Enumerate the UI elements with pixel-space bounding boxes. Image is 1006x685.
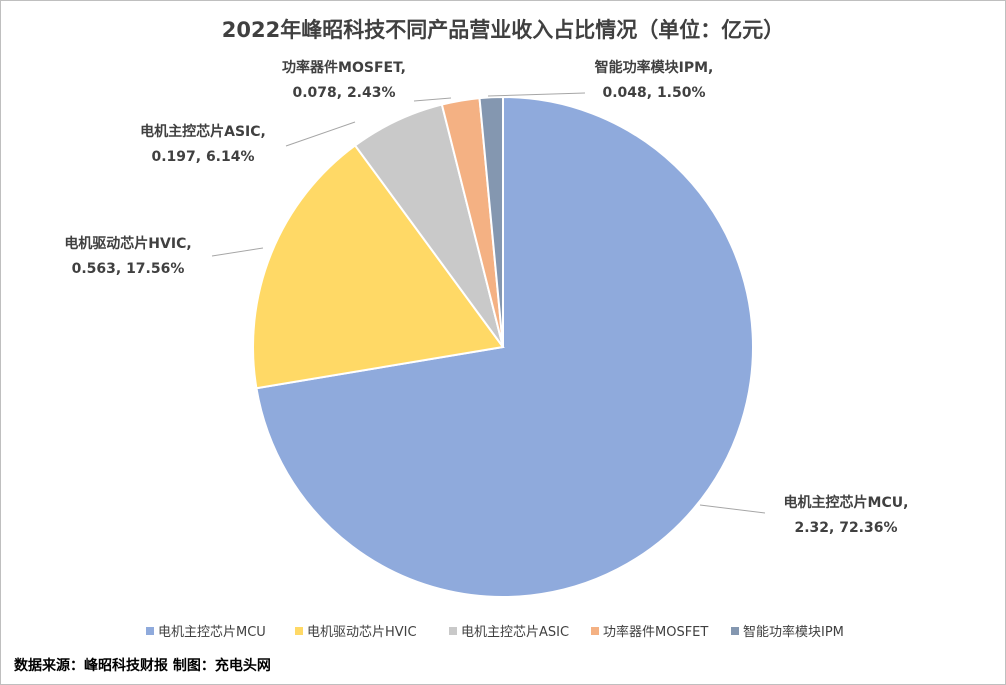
legend-swatch — [591, 627, 599, 635]
data-label-name: 电机主控芯片ASIC, — [140, 123, 266, 140]
pie-slice — [478, 95, 504, 348]
data-label-value: 0.197, 6.14% — [151, 149, 254, 165]
legend-label: 电机主控芯片ASIC — [461, 625, 569, 640]
legend-swatch — [449, 627, 457, 635]
data-label-name: 智能功率模块IPM, — [594, 59, 714, 76]
data-label-name: 电机驱动芯片HVIC, — [64, 235, 191, 252]
data-label-value: 0.563, 17.56% — [72, 261, 185, 277]
data-label-value: 2.32, 72.36% — [794, 520, 897, 536]
legend-swatch — [731, 627, 739, 635]
legend-label: 电机主控芯片MCU — [158, 625, 266, 640]
legend-label: 智能功率模块IPM — [743, 624, 844, 640]
leader-line — [487, 92, 586, 97]
data-label-name: 电机主控芯片MCU, — [784, 494, 909, 511]
pie-slices — [252, 95, 754, 598]
leader-line — [211, 247, 264, 257]
data-labels: 电机主控芯片MCU, 2.32, 72.36% 电机驱动芯片HVIC, 0.563, … — [64, 59, 908, 536]
data-label-name: 功率器件MOSFET, — [282, 59, 406, 76]
pie-slice — [255, 95, 754, 598]
legend-label: 电机驱动芯片HVIC — [307, 625, 417, 640]
pie-slice — [252, 144, 505, 390]
leader-lines — [211, 92, 766, 514]
leader-line — [699, 504, 766, 514]
leader-line — [285, 121, 356, 147]
source-note: 数据来源：峰昭科技财报 制图：充电头网 — [14, 657, 271, 674]
data-label-value: 0.048, 1.50% — [602, 85, 705, 101]
legend-label: 功率器件MOSFET — [603, 624, 708, 640]
leader-line — [413, 97, 452, 102]
legend-swatch — [146, 627, 154, 635]
legend-swatch — [295, 627, 303, 635]
chart-title: 2022年峰昭科技不同产品营业收入占比情况（单位：亿元） — [222, 18, 784, 42]
data-label-value: 0.078, 2.43% — [292, 85, 395, 101]
legend: 电机主控芯片MCU 电机驱动芯片HVIC 电机主控芯片ASIC 功率器件MOSFET 智… — [146, 624, 844, 640]
